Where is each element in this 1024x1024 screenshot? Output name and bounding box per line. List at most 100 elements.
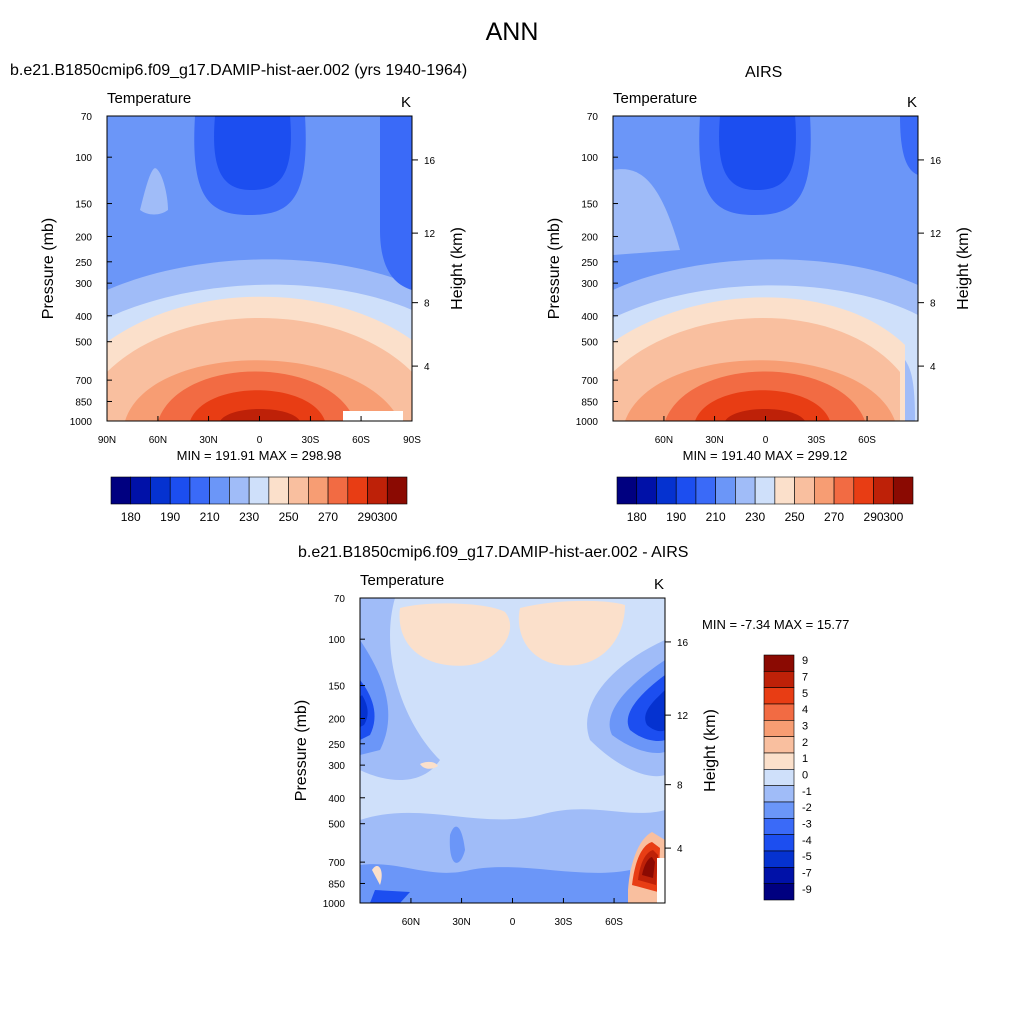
stats-label: MIN = -7.34 MAX = 15.77 — [702, 617, 849, 632]
x-tick-label: 60S — [858, 435, 876, 446]
y2-tick-label: 4 — [677, 844, 683, 855]
units-label: K — [401, 94, 411, 111]
temperature-field-model — [107, 116, 412, 421]
panel-2-title: AIRS — [745, 64, 783, 81]
x-tick-label: 60N — [655, 435, 673, 446]
colorbar-label: 4 — [802, 704, 808, 716]
stats-label: MIN = 191.91 MAX = 298.98 — [177, 448, 342, 463]
colorbar-label: 0 — [802, 770, 808, 782]
x-tick-label: 30N — [452, 917, 470, 928]
y2-tick-label: 8 — [424, 299, 430, 310]
colorbar-swatch — [763, 654, 795, 672]
colorbar-label: -7 — [802, 868, 812, 880]
colorbar-label: 9 — [802, 655, 808, 667]
y-tick-label: 150 — [328, 682, 345, 693]
y-tick-label: 70 — [587, 112, 599, 123]
colorbar-label: 290 — [864, 510, 884, 524]
y-tick-label: 1000 — [576, 417, 599, 428]
colorbar-label: 230 — [745, 510, 765, 524]
colorbar-swatch — [763, 850, 795, 868]
panel-1-title: b.e21.B1850cmip6.f09_g17.DAMIP-hist-aer.… — [10, 62, 468, 79]
colorbar-swatch — [763, 801, 795, 819]
y2-tick-label: 8 — [677, 781, 683, 792]
colorbar-swatch — [763, 867, 795, 884]
colorbar-label: 190 — [666, 510, 686, 524]
y-tick-label: 500 — [75, 338, 92, 349]
colorbar-label: 210 — [706, 510, 726, 524]
colorbar-label: 250 — [785, 510, 805, 524]
y-tick-label: 250 — [581, 258, 598, 269]
x-tick-label: 30S — [555, 917, 573, 928]
y-tick-label: 70 — [334, 594, 346, 605]
temperature-field-airs — [613, 116, 918, 421]
x-tick-label: 30S — [808, 435, 826, 446]
colorbar-label: 210 — [200, 510, 220, 524]
y2-tick-label: 16 — [677, 638, 689, 649]
stats-label: MIN = 191.40 MAX = 299.12 — [683, 448, 848, 463]
x-tick-label: 60S — [352, 435, 370, 446]
y-tick-label: 850 — [328, 879, 345, 890]
x-tick-label: 60S — [605, 917, 623, 928]
y-tick-label: 300 — [328, 761, 345, 772]
variable-label: Temperature — [107, 90, 191, 107]
colorbar-swatch — [892, 476, 914, 505]
y-axis-title: Pressure (mb) — [293, 700, 310, 801]
colorbar-label: 5 — [802, 688, 808, 700]
y-tick-label: 500 — [581, 338, 598, 349]
colorbar-label: 290 — [358, 510, 378, 524]
colorbar-swatch — [763, 736, 795, 754]
y-tick-label: 200 — [75, 232, 92, 243]
colorbar-label: -4 — [802, 835, 812, 847]
page-title: ANN — [485, 18, 539, 46]
y2-tick-label: 8 — [930, 299, 936, 310]
colorbar-label: 300 — [883, 510, 903, 524]
y-tick-label: 100 — [75, 153, 92, 164]
colorbar-swatch — [763, 752, 795, 770]
colorbar-label: 1 — [802, 753, 808, 765]
y-tick-label: 700 — [328, 858, 345, 869]
y-tick-label: 150 — [581, 200, 598, 211]
colorbar-swatch — [763, 769, 795, 786]
x-tick-label: 30N — [705, 435, 723, 446]
y-tick-label: 150 — [75, 200, 92, 211]
colorbar-swatch — [763, 687, 795, 705]
y-axis-title: Pressure (mb) — [40, 218, 57, 319]
colorbar-label: 250 — [279, 510, 299, 524]
panel-3-title: b.e21.B1850cmip6.f09_g17.DAMIP-hist-aer.… — [298, 544, 689, 561]
colorbar-label: 230 — [239, 510, 259, 524]
variable-label: Temperature — [613, 90, 697, 107]
y2-tick-label: 12 — [424, 229, 436, 240]
x-tick-label: 0 — [763, 435, 769, 446]
y2-axis-title: Height (km) — [955, 227, 972, 310]
colorbar-swatch — [763, 883, 795, 901]
colorbar-label: 180 — [121, 510, 141, 524]
y-tick-label: 400 — [328, 794, 345, 805]
colorbar-swatch — [763, 785, 795, 803]
y-tick-label: 200 — [581, 232, 598, 243]
x-tick-label: 60N — [149, 435, 167, 446]
x-tick-label: 30S — [302, 435, 320, 446]
colorbar-label: 3 — [802, 721, 808, 733]
y2-axis-title: Height (km) — [702, 709, 719, 792]
temperature-difference-field — [360, 598, 665, 903]
y-tick-label: 200 — [328, 714, 345, 725]
y-tick-label: 100 — [581, 153, 598, 164]
y-tick-label: 400 — [75, 312, 92, 323]
y-tick-label: 70 — [81, 112, 93, 123]
y2-tick-label: 16 — [930, 156, 942, 167]
colorbar-swatch — [763, 818, 795, 835]
y-tick-label: 1000 — [70, 417, 93, 428]
colorbar-swatch — [386, 476, 408, 505]
y-tick-label: 250 — [75, 258, 92, 269]
x-tick-label: 30N — [199, 435, 217, 446]
colorbar-label: -2 — [802, 802, 812, 814]
y-tick-label: 250 — [328, 740, 345, 751]
y2-tick-label: 12 — [930, 229, 942, 240]
units-label: K — [654, 576, 664, 593]
colorbar-swatch — [763, 834, 795, 852]
y-tick-label: 100 — [328, 635, 345, 646]
colorbar-label: -5 — [802, 851, 812, 863]
